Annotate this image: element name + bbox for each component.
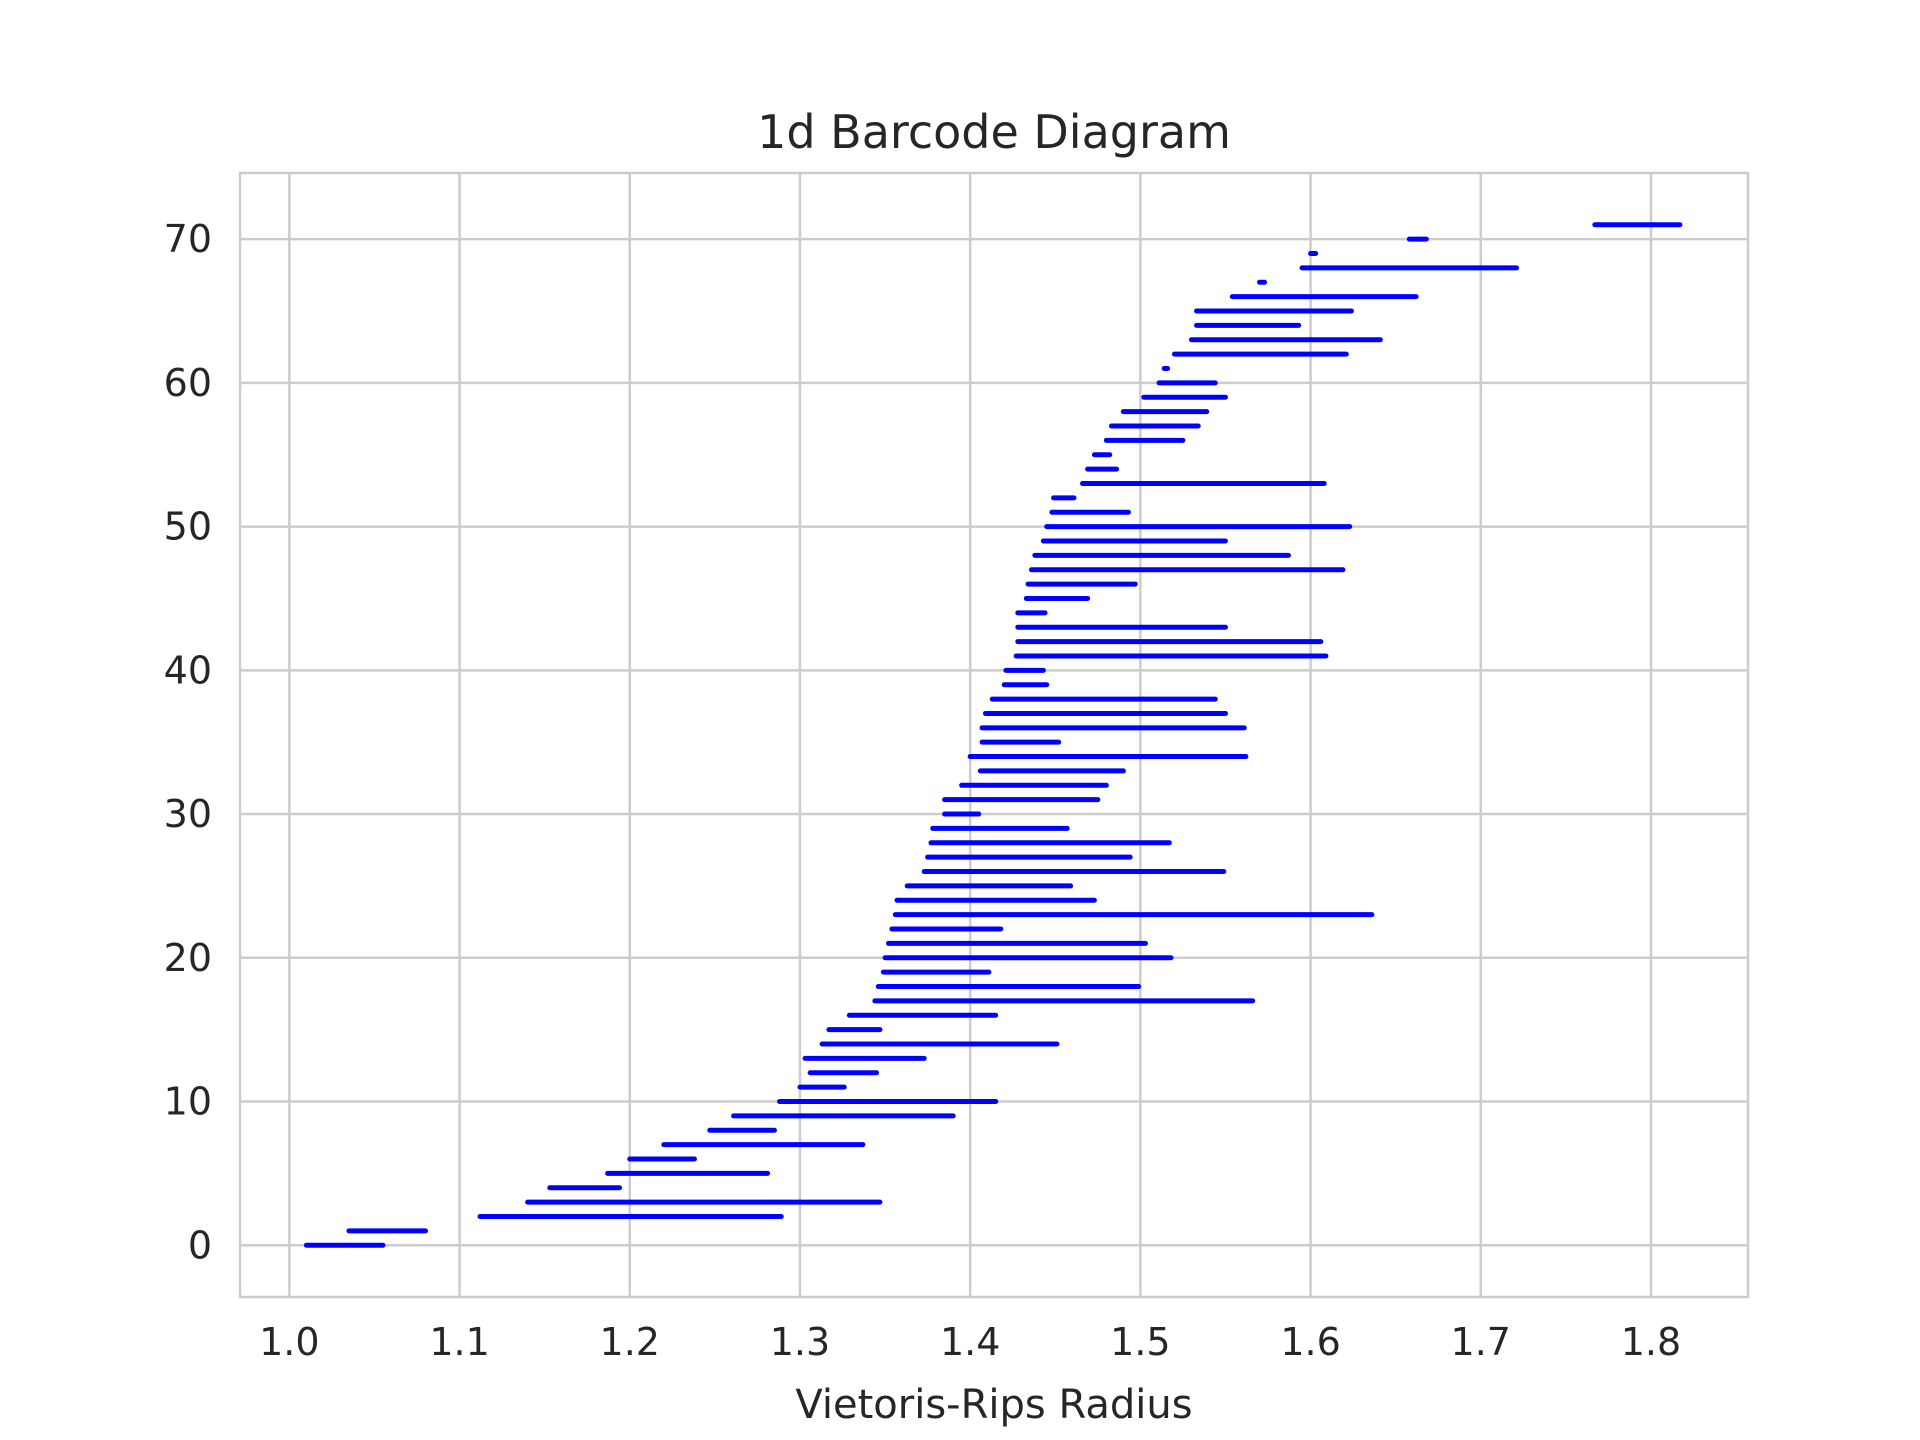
y-tick-label: 10 bbox=[164, 1080, 212, 1124]
x-tick-label: 1.2 bbox=[600, 1320, 660, 1364]
chart-title: 1d Barcode Diagram bbox=[757, 105, 1231, 159]
x-axis-ticks: 1.0 1.1 1.2 1.3 1.4 1.5 1.6 1.7 1.8 bbox=[259, 1320, 1681, 1364]
x-tick-label: 1.0 bbox=[259, 1320, 319, 1364]
x-tick-label: 1.8 bbox=[1621, 1320, 1681, 1364]
y-tick-label: 70 bbox=[164, 217, 212, 261]
x-tick-label: 1.7 bbox=[1451, 1320, 1511, 1364]
y-tick-label: 40 bbox=[164, 648, 212, 692]
x-tick-label: 1.4 bbox=[940, 1320, 1000, 1364]
y-tick-label: 60 bbox=[164, 361, 212, 405]
x-tick-label: 1.1 bbox=[429, 1320, 489, 1364]
x-axis-label: Vietoris-Rips Radius bbox=[795, 1382, 1192, 1428]
y-tick-label: 30 bbox=[164, 792, 212, 836]
plot-frame bbox=[238, 171, 1750, 1299]
y-tick-label: 20 bbox=[164, 936, 212, 980]
grid bbox=[240, 173, 1748, 1297]
x-tick-label: 1.5 bbox=[1110, 1320, 1170, 1364]
x-tick-label: 1.6 bbox=[1280, 1320, 1340, 1364]
y-axis-ticks: 0 10 20 30 40 50 60 70 bbox=[164, 217, 212, 1267]
barcode-intervals bbox=[303, 222, 1683, 1248]
y-tick-label: 50 bbox=[164, 505, 212, 549]
x-tick-label: 1.3 bbox=[770, 1320, 830, 1364]
y-tick-label: 0 bbox=[188, 1223, 212, 1267]
